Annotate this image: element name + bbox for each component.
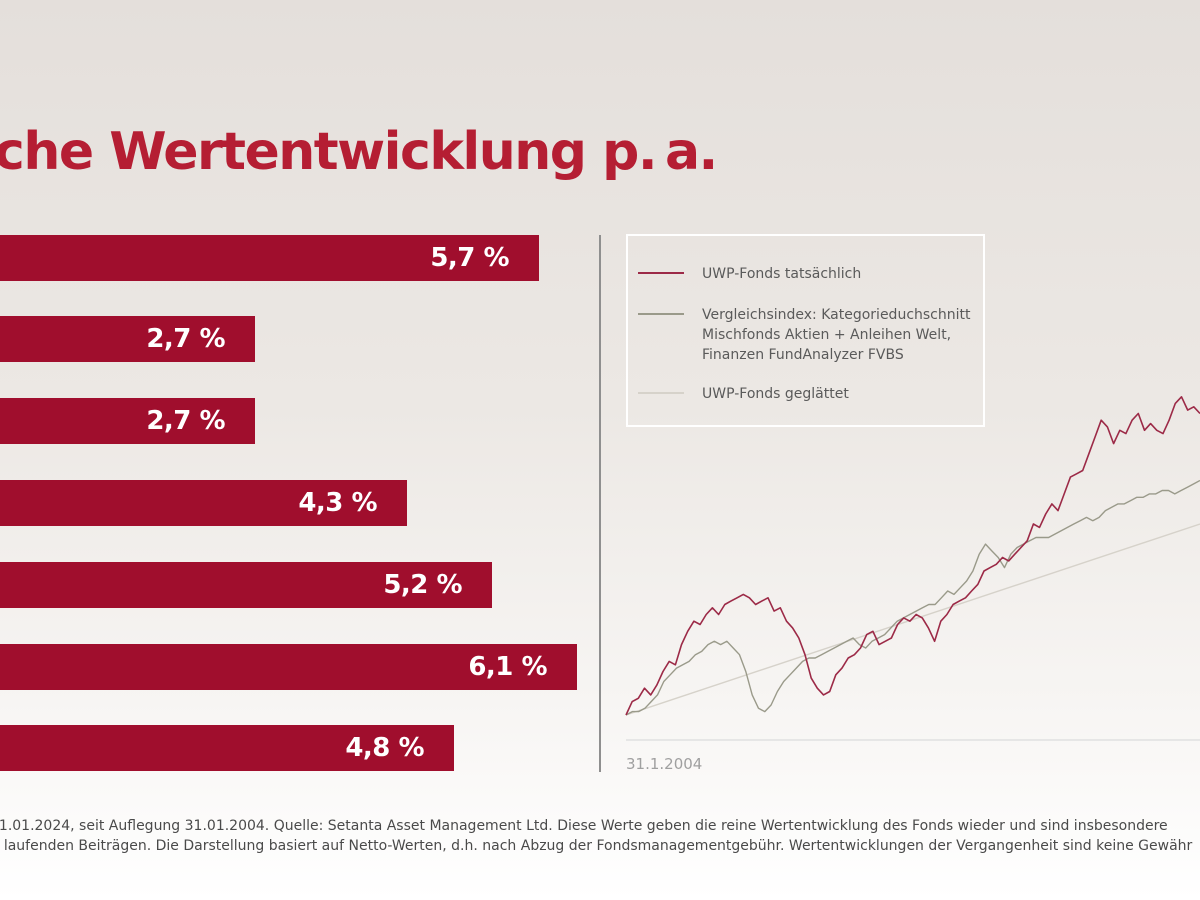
bar-value-label: 4,8 % — [345, 733, 424, 763]
bar-value-label: 2,7 % — [146, 324, 225, 354]
uwp-smoothed-line — [625, 523, 1200, 716]
bar-value-label: 4,3 % — [298, 488, 377, 518]
line-series-group — [625, 395, 1200, 716]
benchmark-line — [625, 479, 1200, 716]
uwp-actual-line — [625, 395, 1200, 716]
bar-value-label: 5,2 % — [383, 570, 462, 600]
footnote-line-2: it laufenden Beiträgen. Die Darstellung … — [0, 838, 1193, 854]
footnote-line-1: 31.01.2024, seit Auflegung 31.01.2004. Q… — [0, 818, 1168, 834]
chart-title: che Wertentwicklung p. a. — [0, 122, 718, 182]
legend-swatch-uwp-smoothed — [638, 392, 684, 394]
bar-value-label: 5,7 % — [430, 243, 509, 273]
bar-1: 5,7 % — [0, 235, 539, 281]
legend-swatch-benchmark — [638, 313, 684, 315]
bar-4: 4,3 % — [0, 480, 407, 526]
legend-swatch-uwp-actual — [638, 272, 684, 274]
legend: UWP-Fonds tatsächlich Vergleichsindex: K… — [626, 234, 985, 427]
bar-2: 2,7 % — [0, 316, 255, 362]
bar-value-label: 6,1 % — [468, 652, 547, 682]
chart-divider — [599, 235, 601, 772]
bar-3: 2,7 % — [0, 398, 255, 444]
bar-6: 6,1 % — [0, 644, 577, 690]
x-axis-start-label: 31.1.2004 — [626, 755, 703, 773]
bar-7: 4,8 % — [0, 725, 454, 771]
legend-label-benchmark: Vergleichsindex: Kategorieduchschnitt Mi… — [702, 307, 971, 363]
legend-label-uwp-smoothed: UWP-Fonds geglättet — [702, 386, 849, 402]
bar-value-label: 2,7 % — [146, 406, 225, 436]
legend-label-uwp-actual: UWP-Fonds tatsächlich — [702, 266, 862, 282]
bar-5: 5,2 % — [0, 562, 492, 608]
